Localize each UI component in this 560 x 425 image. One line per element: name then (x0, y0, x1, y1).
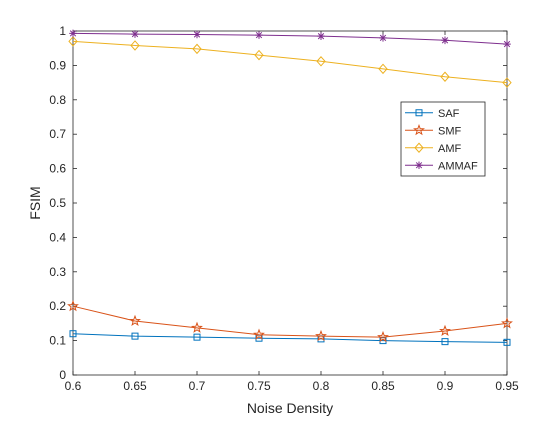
axis-ticks: 0.6 0.65 0.7 0.75 0.8 0.85 0.9 0.95 0 0.1 0.2 0.3 0.… (49, 24, 519, 393)
data-point-amf (316, 56, 326, 67)
data-point-ammaf (379, 34, 387, 42)
x-axis-label: Noise Density (247, 400, 333, 416)
x-tick-label: 0.6 (65, 379, 82, 393)
data-point-ammaf (317, 32, 325, 40)
y-tick-label: 0.3 (49, 265, 66, 279)
data-point-smf (377, 330, 389, 343)
data-point-amf (192, 43, 202, 55)
data-point-amf (68, 36, 78, 47)
series-ammaf (69, 29, 511, 48)
y-tick-label: 0.6 (49, 162, 66, 176)
data-point-amf (378, 63, 388, 75)
legend-label-amf: AMF (438, 143, 462, 155)
data-point-saf (131, 332, 139, 340)
legend-marker-ammaf (415, 161, 423, 170)
series-line-amf (72, 40, 508, 84)
y-tick-label: 1 (59, 24, 66, 38)
y-tick-label: 0.2 (49, 299, 66, 313)
data-point-smf (501, 317, 513, 329)
x-tick-label: 0.7 (189, 379, 206, 393)
legend: SAF SMF AMF AMMAF (400, 101, 486, 177)
legend-marker-smf (413, 124, 425, 136)
y-tick-label: 0.8 (49, 93, 66, 107)
data-point-ammaf (441, 36, 449, 45)
series-amf (68, 36, 512, 88)
y-tick-label: 0 (59, 368, 66, 382)
x-tick-label: 0.85 (371, 379, 395, 393)
series-line-saf (72, 333, 508, 343)
data-point-saf (69, 330, 77, 338)
data-point-ammaf (69, 29, 77, 38)
data-point-smf (315, 329, 327, 342)
x-tick-label: 0.9 (437, 379, 454, 393)
legend-marker-saf (415, 109, 423, 117)
legend-marker-amf (414, 142, 424, 154)
series-line-ammaf (72, 32, 508, 45)
y-tick-label: 0.7 (49, 127, 66, 141)
data-point-smf (129, 314, 141, 327)
y-tick-label: 0.9 (49, 58, 66, 72)
data-series (67, 29, 513, 346)
plot-area (72, 30, 508, 376)
x-tick-label: 0.8 (313, 379, 330, 393)
data-point-smf (253, 328, 265, 340)
y-axis-label: FSIM (27, 186, 43, 219)
data-point-ammaf (193, 30, 201, 39)
data-point-saf (441, 338, 449, 346)
data-point-amf (502, 77, 512, 88)
data-point-amf (130, 40, 140, 51)
y-tick-label: 0.1 (49, 334, 66, 348)
data-point-saf (503, 338, 511, 346)
x-tick-label: 0.65 (123, 379, 147, 393)
y-tick-label: 0.4 (49, 230, 66, 244)
data-point-smf (439, 324, 451, 337)
data-point-saf (193, 333, 201, 341)
data-point-amf (440, 71, 450, 83)
y-tick-label: 0.5 (49, 196, 66, 210)
series-smf (67, 299, 513, 343)
legend-label-saf: SAF (438, 108, 460, 120)
x-tick-label: 0.95 (495, 379, 519, 393)
data-point-ammaf (503, 40, 511, 48)
data-point-ammaf (255, 31, 263, 39)
legend-label-smf: SMF (438, 125, 462, 137)
data-point-smf (191, 321, 203, 333)
legend-box (400, 101, 486, 177)
x-tick-label: 0.75 (247, 379, 271, 393)
series-line-smf (72, 305, 508, 338)
data-point-amf (254, 49, 264, 61)
data-point-ammaf (131, 30, 139, 38)
legend-label-ammaf: AMMAF (438, 160, 478, 172)
data-point-smf (67, 299, 79, 312)
